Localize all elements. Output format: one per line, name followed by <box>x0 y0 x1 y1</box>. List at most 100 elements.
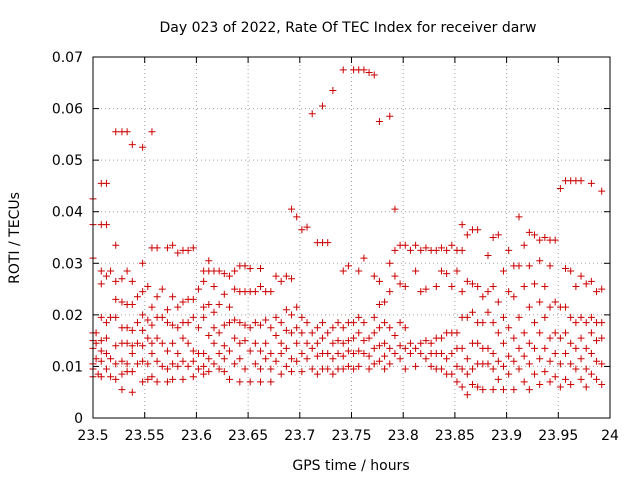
data-point <box>567 339 575 347</box>
data-point <box>556 334 564 342</box>
data-point <box>468 308 476 316</box>
data-point <box>448 241 456 249</box>
data-point <box>272 357 280 365</box>
data-point <box>139 288 147 296</box>
data-point <box>257 264 265 272</box>
data-point <box>572 365 580 373</box>
data-point <box>525 262 533 270</box>
data-point <box>169 241 177 249</box>
data-point <box>386 259 394 267</box>
data-point <box>520 241 528 249</box>
data-point <box>231 316 239 324</box>
data-point <box>536 355 544 363</box>
data-point <box>194 285 202 293</box>
data-point <box>246 324 254 332</box>
data-point <box>468 365 476 373</box>
data-point <box>200 370 208 378</box>
data-point <box>474 383 482 391</box>
data-point <box>220 355 228 363</box>
data-point <box>520 378 528 386</box>
data-point <box>205 355 213 363</box>
data-point <box>158 362 166 370</box>
data-point <box>112 277 120 285</box>
data-point <box>231 334 239 342</box>
data-point <box>215 329 223 337</box>
data-point <box>107 267 115 275</box>
data-point <box>422 355 430 363</box>
grid-lines <box>93 57 610 418</box>
data-point <box>225 303 233 311</box>
data-point <box>293 324 301 332</box>
data-point <box>417 288 425 296</box>
data-point <box>546 303 554 311</box>
data-points <box>89 66 606 399</box>
data-point <box>536 329 544 337</box>
data-point <box>406 246 414 254</box>
data-point <box>567 267 575 275</box>
data-point <box>210 308 218 316</box>
data-point <box>288 205 296 213</box>
data-point <box>169 293 177 301</box>
data-point <box>531 319 539 327</box>
data-point <box>179 375 187 383</box>
data-point <box>163 378 171 386</box>
data-point <box>215 301 223 309</box>
data-point <box>505 352 513 360</box>
data-point <box>169 360 177 368</box>
data-point <box>282 344 290 352</box>
data-point <box>360 66 368 74</box>
data-point <box>443 355 451 363</box>
data-point <box>350 350 358 358</box>
data-point <box>251 288 259 296</box>
data-point <box>158 339 166 347</box>
data-point <box>298 368 306 376</box>
data-point <box>97 337 105 345</box>
data-point <box>225 319 233 327</box>
data-point <box>339 352 347 360</box>
data-point <box>282 326 290 334</box>
data-point <box>308 329 316 337</box>
data-point <box>123 360 131 368</box>
data-point <box>525 360 533 368</box>
data-point <box>241 365 249 373</box>
data-point <box>479 386 487 394</box>
data-point <box>112 360 120 368</box>
data-point <box>505 288 513 296</box>
data-point <box>210 339 218 347</box>
data-point <box>505 246 513 254</box>
data-point <box>102 365 110 373</box>
data-point <box>582 280 590 288</box>
data-point <box>179 334 187 342</box>
data-point <box>437 267 445 275</box>
data-point <box>391 205 399 213</box>
data-point <box>355 362 363 370</box>
data-point <box>401 365 409 373</box>
data-point <box>386 112 394 120</box>
data-point <box>494 298 502 306</box>
data-point <box>401 282 409 290</box>
data-point <box>288 275 296 283</box>
data-point <box>365 352 373 360</box>
data-point <box>189 244 197 252</box>
data-point <box>102 179 110 187</box>
data-point <box>200 313 208 321</box>
data-point <box>593 288 601 296</box>
data-point <box>541 282 549 290</box>
data-point <box>128 141 136 149</box>
data-point <box>412 344 420 352</box>
x-tick-label: 23.5 <box>77 428 108 444</box>
data-point <box>370 360 378 368</box>
data-point <box>520 352 528 360</box>
data-point <box>215 350 223 358</box>
data-point <box>577 355 585 363</box>
data-point <box>163 306 171 314</box>
data-point <box>432 282 440 290</box>
data-point <box>562 329 570 337</box>
data-point <box>257 365 265 373</box>
data-point <box>262 316 270 324</box>
data-point <box>510 357 518 365</box>
data-point <box>484 252 492 260</box>
data-point <box>308 110 316 118</box>
data-point <box>293 339 301 347</box>
data-point <box>102 272 110 280</box>
